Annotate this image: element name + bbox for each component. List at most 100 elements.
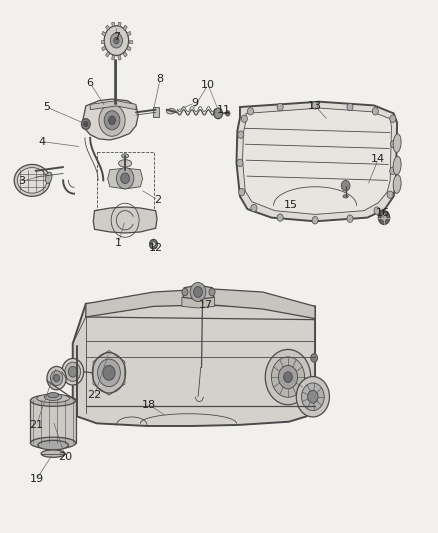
Circle shape: [381, 214, 387, 221]
Bar: [112, 22, 115, 27]
Polygon shape: [237, 102, 397, 221]
Circle shape: [50, 370, 63, 385]
Circle shape: [98, 359, 120, 386]
Circle shape: [103, 366, 115, 380]
Circle shape: [99, 104, 125, 136]
Circle shape: [372, 108, 378, 115]
Circle shape: [150, 239, 157, 249]
Circle shape: [81, 119, 90, 130]
Circle shape: [209, 288, 215, 296]
Polygon shape: [83, 99, 138, 140]
Text: 12: 12: [148, 243, 163, 253]
Bar: [118, 22, 121, 27]
Circle shape: [387, 191, 393, 198]
Ellipse shape: [48, 392, 59, 398]
Circle shape: [182, 288, 188, 296]
Circle shape: [214, 108, 223, 119]
Bar: [118, 55, 121, 60]
Text: 5: 5: [43, 102, 50, 112]
Polygon shape: [73, 304, 315, 426]
Text: 11: 11: [217, 104, 231, 115]
Circle shape: [117, 167, 134, 189]
Polygon shape: [243, 108, 392, 214]
Text: 10: 10: [201, 80, 215, 90]
Ellipse shape: [343, 195, 348, 198]
Ellipse shape: [393, 175, 401, 193]
Circle shape: [104, 111, 120, 130]
Text: 1: 1: [115, 238, 122, 247]
Circle shape: [347, 103, 353, 111]
Text: 21: 21: [29, 420, 43, 430]
Ellipse shape: [17, 167, 47, 193]
Text: 18: 18: [142, 400, 156, 410]
Circle shape: [272, 357, 304, 397]
Ellipse shape: [41, 450, 65, 457]
Polygon shape: [90, 101, 136, 110]
Circle shape: [374, 207, 380, 214]
Text: 3: 3: [18, 176, 25, 187]
Circle shape: [53, 374, 60, 382]
Ellipse shape: [119, 160, 132, 167]
Circle shape: [104, 26, 129, 55]
Polygon shape: [93, 207, 157, 233]
Circle shape: [347, 215, 353, 222]
Bar: [129, 39, 132, 43]
Polygon shape: [183, 285, 214, 300]
Circle shape: [65, 362, 81, 381]
Circle shape: [194, 287, 202, 297]
Circle shape: [390, 115, 396, 123]
Text: 13: 13: [308, 101, 322, 111]
Bar: [106, 25, 110, 30]
Circle shape: [190, 282, 206, 302]
Circle shape: [311, 354, 318, 362]
Bar: [127, 31, 131, 36]
Circle shape: [265, 350, 311, 405]
Ellipse shape: [44, 393, 62, 400]
Ellipse shape: [14, 165, 50, 196]
Ellipse shape: [122, 154, 129, 158]
Ellipse shape: [30, 394, 76, 406]
Circle shape: [279, 366, 297, 389]
Text: 2: 2: [154, 195, 162, 205]
Circle shape: [277, 214, 283, 221]
Text: 8: 8: [156, 75, 164, 84]
Circle shape: [312, 216, 318, 224]
Ellipse shape: [37, 394, 70, 402]
Text: 7: 7: [113, 32, 120, 42]
Bar: [102, 46, 106, 51]
Bar: [123, 52, 127, 57]
Text: 14: 14: [371, 154, 385, 164]
Circle shape: [312, 102, 318, 109]
Bar: [112, 55, 115, 60]
Text: 16: 16: [376, 208, 390, 219]
Text: 19: 19: [29, 474, 43, 484]
Polygon shape: [108, 168, 143, 189]
Circle shape: [378, 211, 390, 224]
Circle shape: [92, 353, 126, 393]
Ellipse shape: [38, 440, 68, 450]
Circle shape: [247, 108, 254, 115]
Circle shape: [62, 359, 84, 385]
Circle shape: [239, 188, 245, 196]
Bar: [123, 25, 127, 30]
Circle shape: [251, 204, 257, 212]
Circle shape: [110, 33, 123, 48]
Text: 4: 4: [39, 136, 46, 147]
Ellipse shape: [166, 109, 175, 114]
Bar: [106, 52, 110, 57]
Text: 17: 17: [199, 300, 213, 310]
Circle shape: [241, 115, 247, 123]
Polygon shape: [30, 400, 76, 443]
Circle shape: [390, 167, 396, 174]
Ellipse shape: [30, 437, 76, 449]
Circle shape: [226, 111, 230, 116]
Circle shape: [296, 376, 329, 417]
Circle shape: [84, 122, 88, 127]
Text: 15: 15: [284, 200, 298, 211]
Circle shape: [121, 173, 130, 183]
Bar: [127, 46, 131, 51]
Text: 6: 6: [87, 78, 94, 88]
Circle shape: [109, 116, 116, 125]
Bar: [101, 39, 104, 43]
Ellipse shape: [393, 156, 401, 175]
